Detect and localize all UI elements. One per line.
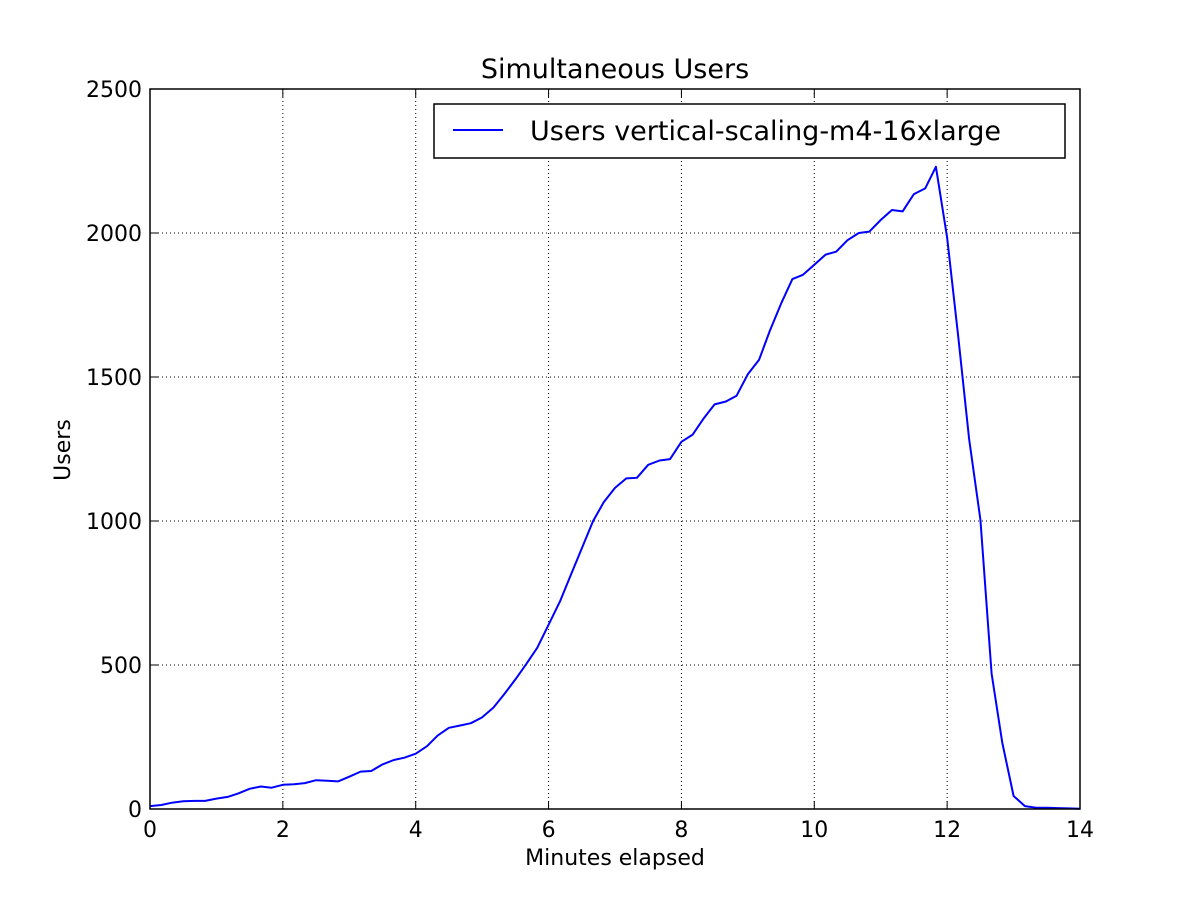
y-tick-label: 2000: [86, 222, 142, 247]
y-tick-labels: 0 500 1000 1500 2000 2500: [86, 78, 142, 823]
gridlines: [150, 89, 1080, 809]
plot-area: [150, 89, 1080, 809]
x-tick-label: 10: [800, 818, 828, 843]
x-tick-label: 8: [674, 818, 688, 843]
x-tick-label: 6: [542, 818, 556, 843]
y-axis-label: Users: [51, 419, 76, 481]
tick-marks: [149, 88, 1081, 810]
x-tick-label: 4: [409, 818, 423, 843]
y-tick-label: 1500: [86, 366, 142, 391]
y-tick-label: 500: [100, 654, 142, 679]
series-layer: [149, 165, 1081, 810]
y-tick-label: 2500: [86, 78, 142, 103]
chart-title: Simultaneous Users: [481, 54, 749, 85]
plot-frame: [149, 88, 1081, 810]
series-line: [149, 165, 1081, 810]
legend-box: [433, 103, 1066, 159]
x-tick-label: 12: [933, 818, 961, 843]
x-tick-label: 2: [276, 818, 290, 843]
x-axis-label: Minutes elapsed: [525, 846, 705, 871]
x-tick-label: 0: [143, 818, 157, 843]
legend: Users vertical-scaling-m4-16xlarge: [433, 103, 1066, 159]
y-tick-label: 1000: [86, 510, 142, 535]
x-tick-label: 14: [1066, 818, 1094, 843]
legend-label: Users vertical-scaling-m4-16xlarge: [530, 116, 1001, 147]
y-tick-label: 0: [128, 798, 142, 823]
x-tick-labels: 0 2 4 6 8 10 12 14: [143, 818, 1094, 843]
